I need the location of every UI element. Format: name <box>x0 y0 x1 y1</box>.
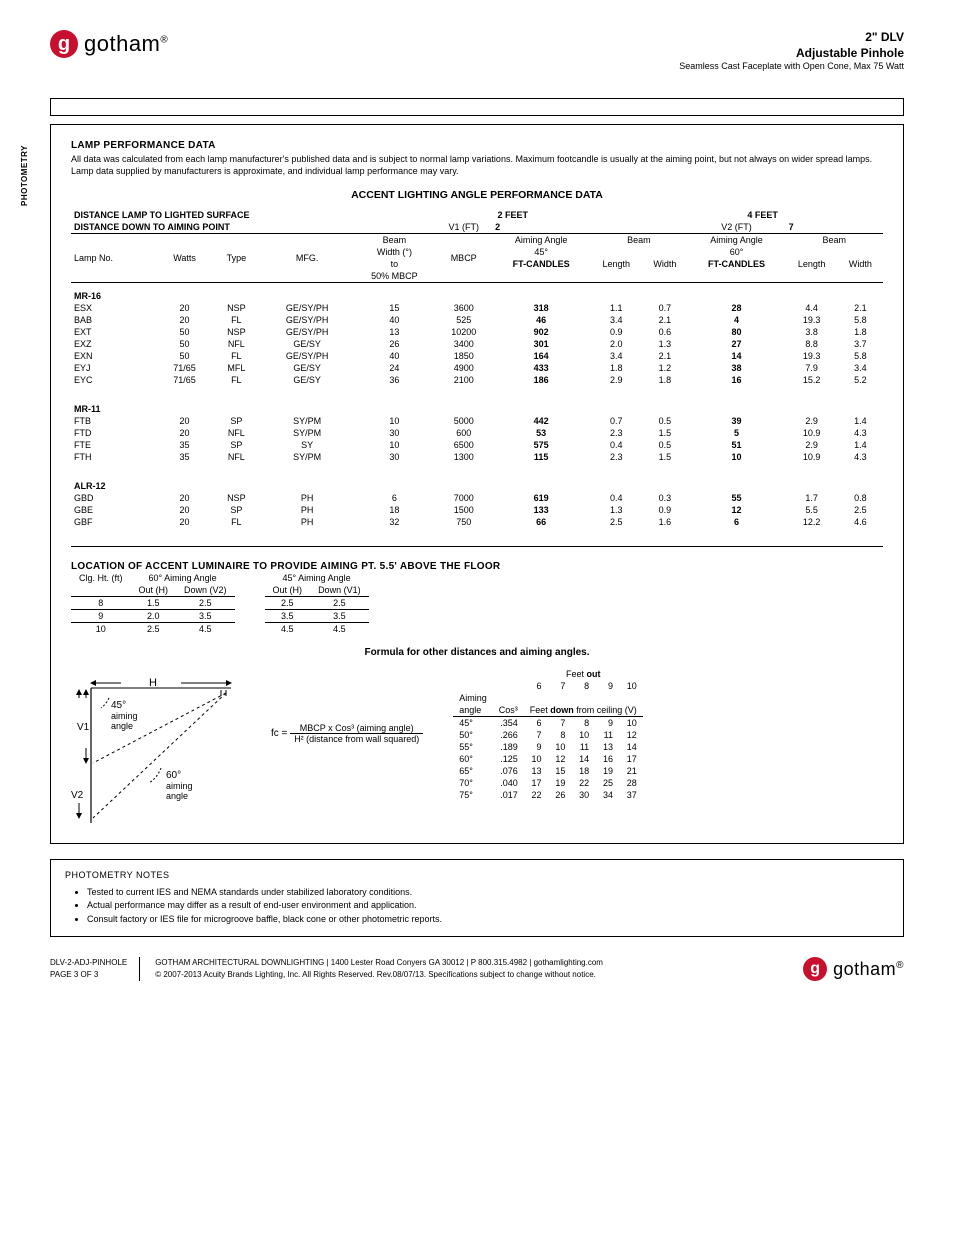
group-header: MR-11 <box>71 396 883 415</box>
group-header: ALR-12 <box>71 473 883 492</box>
svg-text:60°: 60° <box>166 770 181 781</box>
table-row: FTH35NFLSY/PM3013001152.31.51010.94.3 <box>71 451 883 463</box>
accent-table: DISTANCE LAMP TO LIGHTED SURFACE 2 FEET … <box>71 209 883 547</box>
table-row: BAB20FLGE/SY/PH40525463.42.1419.35.8 <box>71 314 883 326</box>
table-row: 70°.0401719222528 <box>453 777 643 789</box>
notes-list: Tested to current IES and NEMA standards… <box>87 886 889 927</box>
row1-c2: 4 FEET <box>688 209 838 221</box>
table-row: 75°.0172226303437 <box>453 789 643 801</box>
svg-text:H: H <box>149 677 157 689</box>
table-row: 55°.189910111314 <box>453 741 643 753</box>
formula-expr: fc = MBCP x Cos³ (aiming angle) H² (dist… <box>271 668 423 744</box>
top-empty-box <box>50 98 904 116</box>
footer-logo-mark-icon: g <box>803 957 827 981</box>
svg-text:V2: V2 <box>71 790 84 801</box>
v2-val: 7 <box>786 221 838 234</box>
table-row: 45°.354678910 <box>453 716 643 729</box>
lamp-perf-desc: All data was calculated from each lamp m… <box>71 154 883 177</box>
table-row: EYC71/65FLGE/SY3621001862.91.81615.25.2 <box>71 374 883 386</box>
svg-text:aiming: aiming <box>166 781 193 791</box>
notes-box: PHOTOMETRY NOTES Tested to current IES a… <box>50 859 904 938</box>
sidebar-label: PHOTOMETRY <box>20 145 29 206</box>
table-row: FTE35SPSY1065005750.40.5512.91.4 <box>71 439 883 451</box>
notes-title: PHOTOMETRY NOTES <box>65 870 889 880</box>
accent-title: ACCENT LIGHTING ANGLE PERFORMANCE DATA <box>71 189 883 201</box>
table-row: EXZ50NFLGE/SY2634003012.01.3278.83.7 <box>71 338 883 350</box>
svg-text:angle: angle <box>111 721 133 731</box>
table-row: FTD20NFLSY/PM30600532.31.5510.94.3 <box>71 427 883 439</box>
list-item: Actual performance may differ as a resul… <box>87 899 889 913</box>
v1-label: V1 (FT) <box>435 221 492 234</box>
row1-c1: 2 FEET <box>435 209 590 221</box>
v1-val: 2 <box>492 221 590 234</box>
list-item: Consult factory or IES file for microgro… <box>87 913 889 927</box>
v2-label: V2 (FT) <box>688 221 786 234</box>
row1-label: DISTANCE LAMP TO LIGHTED SURFACE <box>71 209 354 221</box>
logo-text: gotham® <box>84 31 168 57</box>
logo-mark-icon: g <box>50 30 78 58</box>
svg-text:angle: angle <box>166 791 188 801</box>
header-subtitle: Seamless Cast Faceplate with Open Cone, … <box>679 61 904 73</box>
table-row: GBD20NSPPH670006190.40.3551.70.8 <box>71 492 883 504</box>
table-row: FTB20SPSY/PM1050004420.70.5392.91.4 <box>71 415 883 427</box>
header-title-1: 2" DLV <box>679 30 904 46</box>
location-title: LOCATION OF ACCENT LUMINAIRE TO PROVIDE … <box>71 561 883 572</box>
location-table: Clg. Ht. (ft) 60° Aiming Angle 45° Aimin… <box>71 572 369 635</box>
table-row: 60°.1251012141617 <box>453 753 643 765</box>
lamp-perf-title: LAMP PERFORMANCE DATA <box>71 140 883 151</box>
table-row: GBE20SPPH1815001331.30.9125.52.5 <box>71 504 883 516</box>
table-row: GBF20FLPH32750662.51.6612.24.6 <box>71 516 883 528</box>
footer-col1: DLV-2-ADJ-PINHOLE PAGE 3 OF 3 <box>50 957 140 981</box>
table-row: 92.03.53.53.5 <box>71 609 369 622</box>
logo: g gotham® <box>50 30 168 58</box>
svg-text:V1: V1 <box>77 722 90 733</box>
formula-row: H V1 V2 45° aiming angle 60° aiming angl… <box>71 668 883 828</box>
table-row: 65°.0761315181921 <box>453 765 643 777</box>
table-row: EYJ71/65MFLGE/SY2449004331.81.2387.93.4 <box>71 362 883 374</box>
svg-text:45°: 45° <box>111 700 126 711</box>
svg-text:aiming: aiming <box>111 711 138 721</box>
header-title-2: Adjustable Pinhole <box>679 46 904 62</box>
formula-title: Formula for other distances and aiming a… <box>71 647 883 658</box>
footer-logo: g gotham® <box>803 957 904 981</box>
table-row: 50°.26678101112 <box>453 729 643 741</box>
footer-col2: GOTHAM ARCHITECTURAL DOWNLIGHTING | 1400… <box>155 957 603 981</box>
aiming-diagram: H V1 V2 45° aiming angle 60° aiming angl… <box>71 668 241 828</box>
table-row: 102.54.54.54.5 <box>71 622 369 635</box>
table-row: 81.52.52.52.5 <box>71 596 369 609</box>
content-box: LAMP PERFORMANCE DATA All data was calcu… <box>50 124 904 844</box>
row2-label: DISTANCE DOWN TO AIMING POINT <box>71 221 354 234</box>
group-header: MR-16 <box>71 283 883 303</box>
header: g gotham® 2" DLV Adjustable Pinhole Seam… <box>50 30 904 78</box>
table-row: EXN50FLGE/SY/PH4018501643.42.11419.35.8 <box>71 350 883 362</box>
calc-table: Feet out 678910 Aiming Feet down from ce… <box>453 668 643 801</box>
table-row: EXT50NSPGE/SY/PH13102009020.90.6803.81.8 <box>71 326 883 338</box>
table-row: ESX20NSPGE/SY/PH1536003181.10.7284.42.1 <box>71 302 883 314</box>
calc-table-wrap: Feet out 678910 Aiming Feet down from ce… <box>453 668 643 801</box>
header-right: 2" DLV Adjustable Pinhole Seamless Cast … <box>679 30 904 73</box>
list-item: Tested to current IES and NEMA standards… <box>87 886 889 900</box>
footer: DLV-2-ADJ-PINHOLE PAGE 3 OF 3 GOTHAM ARC… <box>50 957 904 981</box>
